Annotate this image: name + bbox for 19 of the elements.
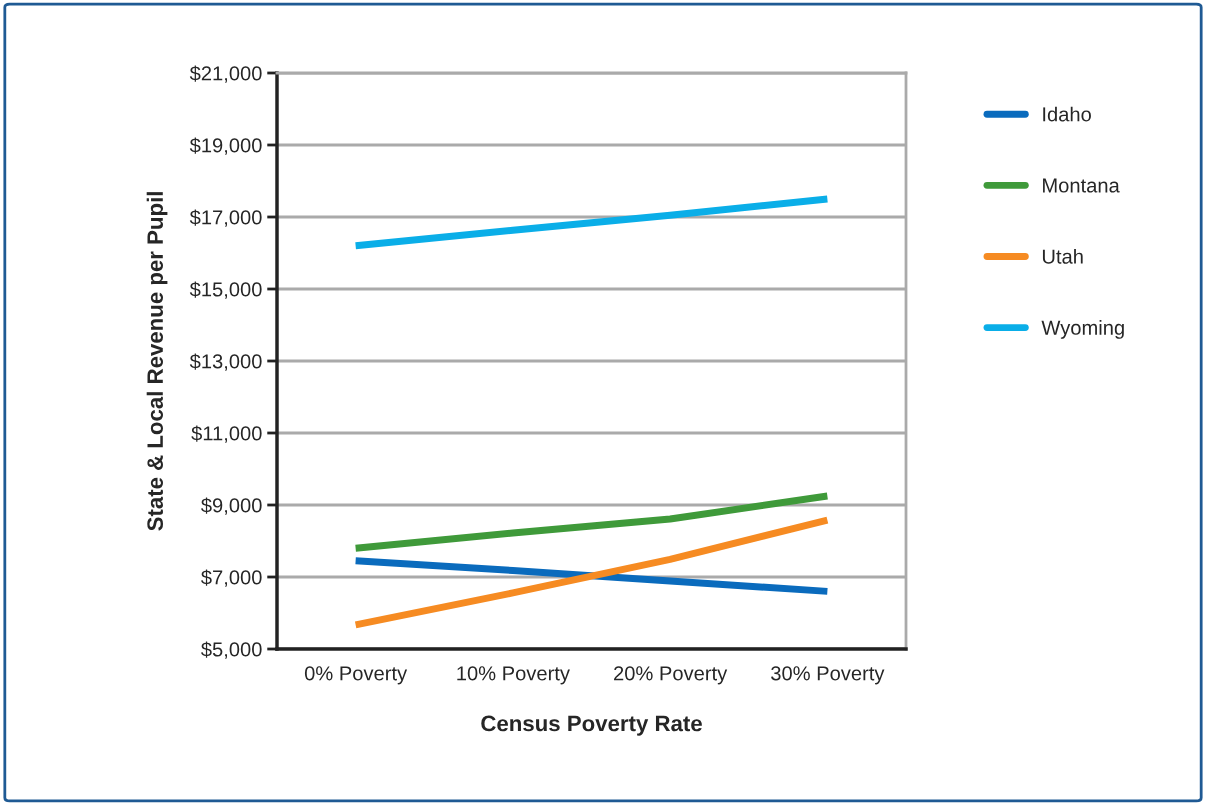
y-tick-label: $9,000 xyxy=(201,497,262,515)
y-tick-label: $5,000 xyxy=(201,641,262,659)
y-tick-label: $11,000 xyxy=(191,425,262,443)
x-tick-label: 0% Poverty xyxy=(304,666,408,685)
legend-label: Idaho xyxy=(1043,106,1091,122)
x-tick-label: 20% Poverty xyxy=(614,666,728,685)
legend-label: Wyoming xyxy=(1041,320,1124,339)
x-tick-label: 10% Poverty xyxy=(457,666,570,685)
y-tick-label: $19,000 xyxy=(189,137,262,155)
legend-label: Utah xyxy=(1042,248,1083,264)
y-tick-label: $13,000 xyxy=(189,353,262,371)
legend-label: Montana xyxy=(1043,178,1120,193)
y-tick-label: $15,000 xyxy=(189,281,262,299)
y-tick-label: $7,000 xyxy=(201,569,262,587)
y-tick-label: $21,000 xyxy=(189,65,262,83)
y-axis-title: State & Local Revenue per Pupil xyxy=(146,192,168,531)
y-tick-label: $17,000 xyxy=(189,209,262,227)
x-tick-label: 30% Poverty xyxy=(771,666,885,685)
x-axis-title: Census Poverty Rate xyxy=(481,715,702,736)
